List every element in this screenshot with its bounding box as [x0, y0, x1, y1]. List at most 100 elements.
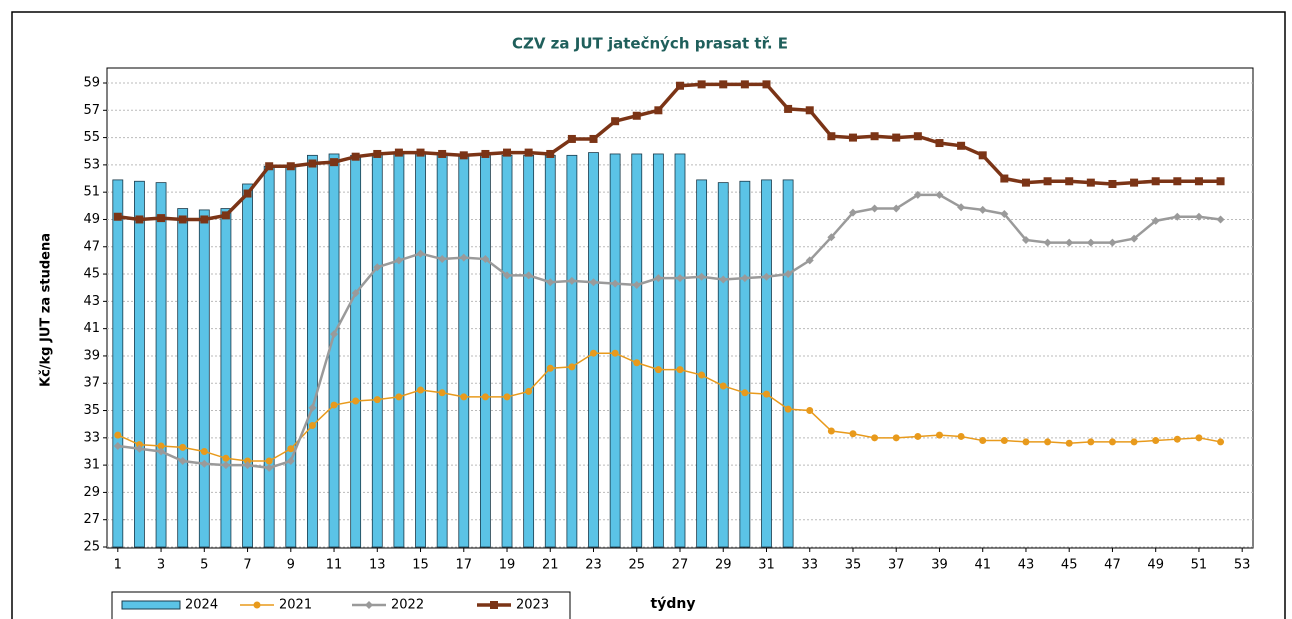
point: [157, 214, 166, 223]
point: [1130, 234, 1139, 243]
point: [200, 215, 209, 224]
y-tick-label: 43: [83, 294, 100, 309]
point: [1151, 216, 1160, 225]
y-tick-label: 47: [83, 239, 100, 254]
x-tick-label: 37: [888, 558, 905, 573]
point: [286, 162, 295, 171]
point: [157, 447, 166, 456]
point: [1000, 174, 1009, 183]
point: [654, 106, 663, 115]
chart-title: CZV za JUT jatečných prasat tř. E: [512, 35, 788, 53]
point: [892, 434, 900, 442]
point: [394, 256, 403, 265]
bar: [350, 154, 362, 548]
x-tick-label: 45: [1061, 558, 1078, 573]
y-tick-label: 37: [83, 376, 100, 391]
x-tick-label: 47: [1104, 558, 1121, 573]
x-tick-label: 31: [758, 558, 775, 573]
point: [1173, 177, 1182, 186]
point: [632, 111, 641, 120]
point: [1021, 235, 1030, 244]
point: [352, 397, 360, 405]
x-tick-label: 13: [369, 558, 386, 573]
point: [330, 158, 339, 167]
x-tick-label: 3: [157, 558, 165, 573]
point: [1000, 437, 1008, 445]
bar: [177, 208, 189, 548]
point: [1194, 212, 1203, 221]
bar: [198, 209, 210, 548]
point: [979, 437, 987, 445]
point: [524, 148, 533, 157]
point: [135, 215, 144, 224]
point: [1130, 178, 1139, 187]
point: [1043, 177, 1052, 186]
point: [957, 141, 966, 150]
point: [935, 190, 944, 199]
y-tick-label: 59: [83, 76, 100, 91]
point: [1194, 177, 1203, 186]
bar: [717, 182, 729, 548]
x-tick-label: 19: [499, 558, 516, 573]
legend-label: 2022: [391, 598, 424, 613]
point: [222, 454, 230, 462]
y-axis-label: Kč/kg JUT za studena: [39, 233, 54, 387]
point: [697, 272, 706, 281]
point: [113, 442, 122, 451]
point: [438, 255, 447, 264]
point: [567, 134, 576, 143]
point: [503, 148, 512, 157]
point: [1108, 238, 1117, 247]
x-tick-label: 25: [628, 558, 645, 573]
x-tick-label: 53: [1234, 558, 1251, 573]
x-tick-label: 21: [542, 558, 559, 573]
bar: [415, 153, 426, 548]
legend-marker: [365, 601, 373, 609]
point: [632, 280, 641, 289]
point: [417, 386, 425, 394]
x-axis-label: týdny: [651, 596, 696, 612]
bar: [674, 153, 686, 548]
x-tick-label: 41: [974, 558, 991, 573]
point: [416, 249, 425, 258]
point: [524, 271, 533, 280]
point: [1216, 215, 1225, 224]
point: [568, 363, 576, 371]
x-tick-label: 35: [845, 558, 862, 573]
point: [957, 203, 966, 212]
point: [1195, 434, 1203, 442]
bar: [458, 153, 470, 548]
y-tick-label: 57: [83, 103, 100, 118]
legend-label: 2023: [516, 598, 549, 613]
point: [1108, 179, 1117, 188]
y-tick-label: 27: [83, 512, 100, 527]
point: [135, 444, 144, 453]
point: [827, 132, 836, 141]
point: [200, 459, 209, 468]
point: [1022, 438, 1030, 446]
y-tick-label: 53: [83, 157, 100, 172]
point: [221, 461, 230, 470]
bar: [739, 180, 751, 548]
point: [395, 393, 403, 401]
bar: [371, 153, 383, 548]
point: [351, 289, 360, 298]
legend-label: 2021: [279, 598, 312, 613]
point: [1086, 178, 1095, 187]
point: [221, 211, 230, 220]
y-tick-label: 33: [83, 430, 100, 445]
bar: [263, 165, 275, 548]
line: [117, 82, 1221, 222]
point: [1044, 438, 1052, 446]
point: [373, 396, 381, 404]
legend-marker: [490, 601, 498, 609]
x-tick-label: 9: [287, 558, 295, 573]
bar: [523, 154, 535, 548]
point: [892, 204, 901, 213]
y-tick-label: 35: [83, 403, 100, 418]
point: [351, 152, 360, 161]
point: [503, 393, 511, 401]
point: [244, 457, 252, 465]
point: [438, 149, 447, 158]
